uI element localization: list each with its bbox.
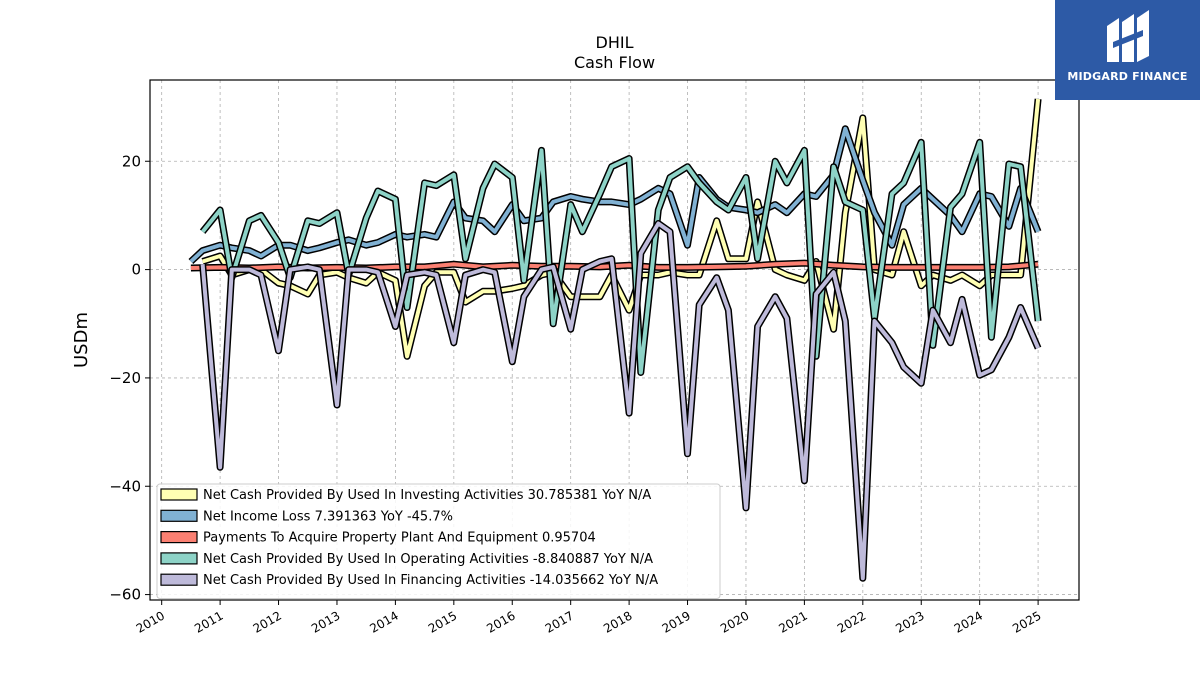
series-1 [188, 125, 1042, 265]
series-line [202, 98, 1041, 359]
series-line [201, 140, 1041, 375]
y-tick-label: −40 [109, 477, 141, 495]
x-tick-label: 2015 [426, 608, 459, 635]
chart-subtitle: Cash Flow [574, 53, 655, 72]
series-0 [201, 98, 1042, 360]
chart-title: DHIL [596, 33, 634, 52]
logo-mark-icon [1107, 10, 1149, 62]
legend-swatch [160, 573, 198, 586]
x-tick-label: 2018 [601, 608, 634, 635]
x-tick-label: 2017 [543, 608, 576, 635]
x-tick-label: 2022 [835, 608, 868, 635]
y-axis-label: USDm [71, 312, 92, 368]
y-tick-label: 20 [122, 152, 141, 170]
x-tick-label: 2020 [718, 608, 751, 635]
legend-label: Net Cash Provided By Used In Operating A… [203, 552, 653, 567]
legend-swatch [160, 488, 198, 501]
legend: Net Cash Provided By Used In Investing A… [156, 483, 721, 599]
legend-swatch [160, 530, 198, 544]
x-tick-label: 2021 [776, 608, 809, 635]
y-tick-label: 0 [131, 261, 141, 279]
series-layer [188, 98, 1042, 582]
x-tick-label: 2024 [952, 608, 985, 635]
legend-label: Net Cash Provided By Used In Investing A… [203, 488, 651, 503]
logo-text: MIDGARD FINANCE [1067, 70, 1188, 83]
series-3 [199, 138, 1042, 376]
x-tick-label: 2012 [251, 608, 284, 635]
legend-swatch [160, 552, 198, 565]
legend-label: Net Income Loss 7.391363 YoY -45.7% [203, 509, 453, 524]
y-axis: 20 0 −20 −40 −60 [109, 152, 150, 604]
x-tick-label: 2011 [192, 608, 225, 635]
series-line [189, 126, 1040, 263]
brand-logo: MIDGARD FINANCE [1055, 0, 1200, 100]
plot-frame [149, 79, 1080, 601]
x-tick-label: 2019 [660, 608, 693, 635]
x-tick-label: 2023 [893, 608, 926, 635]
legend-label: Net Cash Provided By Used In Financing A… [203, 573, 658, 588]
x-tick-label: 2013 [309, 608, 342, 635]
series-line [200, 221, 1040, 581]
y-tick-label: −20 [109, 369, 141, 387]
legend-box [156, 483, 721, 599]
series-4 [199, 220, 1042, 582]
legend-label: Payments To Acquire Property Plant And E… [203, 531, 596, 546]
x-tick-label: 2016 [484, 608, 517, 635]
x-tick-label: 2014 [367, 608, 400, 635]
x-tick-label: 2010 [134, 608, 167, 635]
x-tick-label: 2025 [1010, 608, 1043, 635]
y-tick-label: −60 [109, 586, 141, 604]
legend-swatch [160, 509, 198, 522]
x-axis: 2010 2011 2012 2013 2014 2015 2016 2017 2018 2019… [134, 600, 1044, 636]
